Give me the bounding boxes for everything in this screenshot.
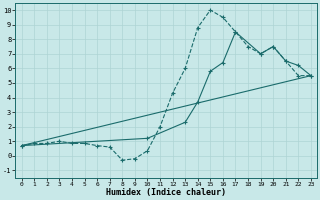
X-axis label: Humidex (Indice chaleur): Humidex (Indice chaleur) bbox=[106, 188, 226, 197]
